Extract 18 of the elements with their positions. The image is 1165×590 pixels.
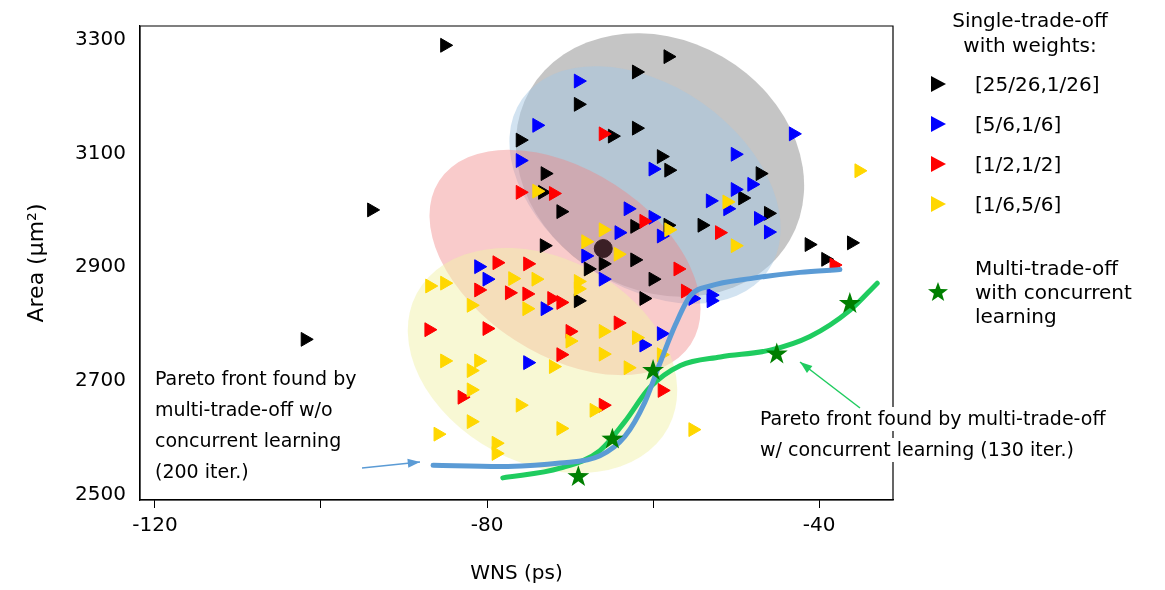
y-axis-title: Area (μm²) <box>22 203 48 323</box>
x-tick-label: -120 <box>132 512 178 537</box>
y-tick-label: 2500 <box>75 480 126 505</box>
x-tick-label: -40 <box>802 512 836 537</box>
y-tick-label: 2900 <box>75 253 126 278</box>
x-tick-label: -80 <box>470 512 504 537</box>
legend-label: [1/6,5/6] <box>975 192 1062 216</box>
annotation: Pareto front found by multi-trade-off w/o concurrent learning (200 iter.) <box>155 367 357 482</box>
y-tick-label: 3300 <box>75 26 126 51</box>
x-axis-title: WNS (ps) <box>470 560 563 585</box>
legend-label: [1/2,1/2] <box>975 152 1062 176</box>
legend-label: Multi-trade-off with concurrent learning <box>975 256 1133 328</box>
annotation: Pareto front found by multi-trade-off w/ concurrent learning (130 iter.) <box>760 407 1107 460</box>
legend-title: Single-trade-off with weights: <box>951 8 1110 58</box>
y-tick-label: 3100 <box>75 139 126 164</box>
legend-label: [25/26,1/26] <box>975 72 1100 96</box>
legend-label: [5/6,1/6] <box>975 112 1062 136</box>
y-tick-label: 2700 <box>75 366 126 391</box>
